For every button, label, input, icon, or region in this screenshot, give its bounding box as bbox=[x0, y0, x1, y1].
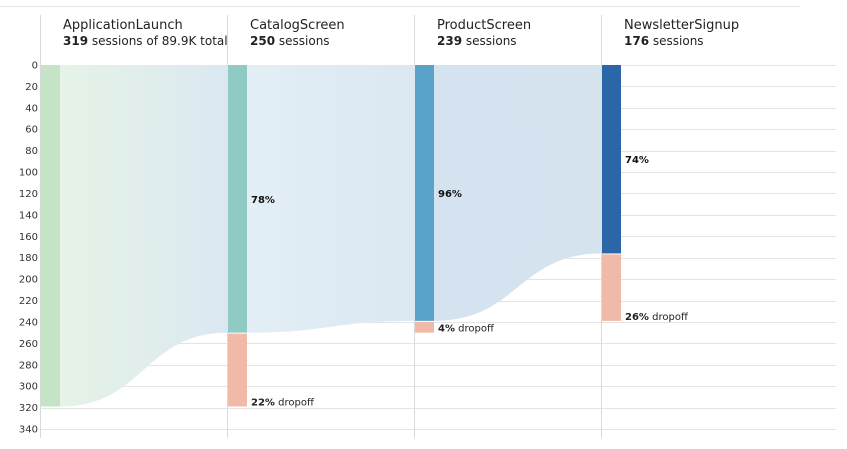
bar-dropoff[interactable] bbox=[415, 321, 434, 333]
bar-dropoff[interactable] bbox=[602, 254, 621, 321]
y-tick-label: 20 bbox=[25, 82, 38, 93]
bar-sessions[interactable] bbox=[41, 65, 60, 407]
y-tick-label: 140 bbox=[19, 210, 38, 221]
conversion-label: 74% bbox=[625, 155, 649, 166]
y-tick-label: 40 bbox=[25, 103, 38, 114]
step-title: ProductScreen bbox=[437, 18, 531, 33]
y-tick-label: 80 bbox=[25, 146, 38, 157]
dropoff-label: 22% dropoff bbox=[251, 398, 315, 409]
y-tick-label: 300 bbox=[19, 382, 38, 393]
flow-band bbox=[247, 65, 415, 333]
y-tick-label: 340 bbox=[19, 425, 38, 436]
bar-sessions[interactable] bbox=[415, 65, 434, 321]
y-tick-label: 280 bbox=[19, 360, 38, 371]
step-session-count: 319 sessions of 89.9K total bbox=[63, 34, 228, 48]
y-tick-label: 260 bbox=[19, 339, 38, 350]
y-tick-label: 60 bbox=[25, 125, 38, 136]
dropoff-label: 4% dropoff bbox=[438, 324, 495, 335]
conversion-label: 96% bbox=[438, 189, 462, 200]
step-session-count: 239 sessions bbox=[437, 34, 517, 48]
bar-sessions[interactable] bbox=[228, 65, 247, 333]
y-tick-label: 0 bbox=[32, 61, 38, 72]
step-title: ApplicationLaunch bbox=[63, 18, 183, 33]
y-tick-label: 100 bbox=[19, 168, 38, 179]
y-tick-label: 180 bbox=[19, 253, 38, 264]
bar-sessions[interactable] bbox=[602, 65, 621, 254]
y-tick-label: 240 bbox=[19, 317, 38, 328]
step-title: NewsletterSignup bbox=[624, 18, 739, 33]
y-tick-label: 160 bbox=[19, 232, 38, 243]
step-title: CatalogScreen bbox=[250, 18, 345, 33]
step-session-count: 176 sessions bbox=[624, 34, 704, 48]
flow-band bbox=[60, 65, 228, 407]
dropoff-label: 26% dropoff bbox=[625, 312, 689, 323]
y-tick-label: 200 bbox=[19, 275, 38, 286]
step-session-count: 250 sessions bbox=[250, 34, 330, 48]
y-tick-label: 120 bbox=[19, 189, 38, 200]
y-tick-label: 320 bbox=[19, 403, 38, 414]
y-tick-label: 220 bbox=[19, 296, 38, 307]
flow-band bbox=[434, 65, 602, 321]
conversion-label: 78% bbox=[251, 195, 275, 206]
bar-dropoff[interactable] bbox=[228, 333, 247, 407]
